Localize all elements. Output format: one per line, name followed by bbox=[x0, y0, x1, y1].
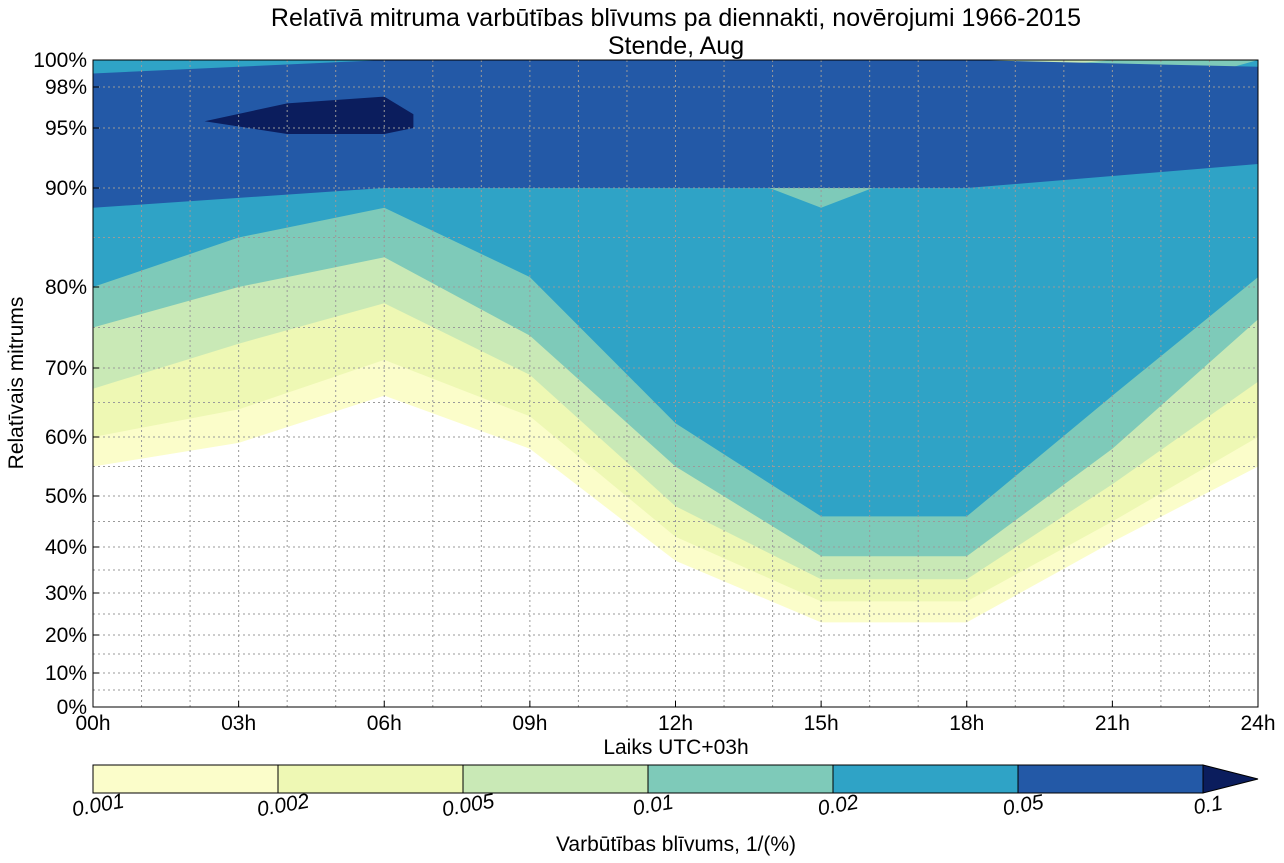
x-tick-label: 24h bbox=[1240, 712, 1275, 735]
chart-subtitle: Stende, Aug bbox=[608, 32, 744, 60]
x-tick-label: 00h bbox=[75, 712, 110, 735]
colorbar-tick-label: 0.005 bbox=[440, 790, 496, 822]
colorbar-segment bbox=[462, 764, 649, 794]
y-tick-label: 100% bbox=[33, 49, 87, 72]
x-tick-label: 06h bbox=[367, 712, 402, 735]
y-tick-label: 50% bbox=[45, 485, 87, 508]
x-axis-label: Laiks UTC+03h bbox=[603, 736, 748, 759]
colorbar-extend-arrow bbox=[1202, 764, 1259, 794]
y-tick-label: 90% bbox=[45, 177, 87, 200]
x-tick-label: 21h bbox=[1095, 712, 1130, 735]
colorbar-segment bbox=[92, 764, 279, 794]
y-tick-label: 0% bbox=[57, 696, 87, 719]
colorbar-tick-label: 0.05 bbox=[1001, 791, 1046, 821]
x-axis: 00h 03h 06h 09h 12h 15h 18h 21h 24h bbox=[75, 701, 1276, 735]
y-tick-label: 98% bbox=[45, 76, 87, 99]
colorbar-label: Varbūtības blīvums, 1/(%) bbox=[556, 833, 796, 856]
colorbar: 0.001 0.002 0.005 0.01 0.02 0.05 0.1 bbox=[70, 764, 1259, 822]
x-tick-label: 18h bbox=[949, 712, 984, 735]
colorbar-tick-label: 0.02 bbox=[816, 791, 861, 821]
colorbar-segment bbox=[832, 764, 1019, 794]
y-tick-label: 80% bbox=[45, 276, 87, 299]
x-tick-label: 15h bbox=[804, 712, 839, 735]
y-tick-label: 10% bbox=[45, 662, 87, 685]
colorbar-tick-label: 0.1 bbox=[1192, 792, 1225, 820]
colorbar-tick-label: 0.01 bbox=[631, 791, 675, 821]
colorbar-tick-label: 0.002 bbox=[255, 790, 311, 822]
x-tick-label: 09h bbox=[512, 712, 547, 735]
y-tick-label: 70% bbox=[45, 357, 87, 380]
x-tick-label: 12h bbox=[658, 712, 693, 735]
y-axis: 0% 10% 20% 30% 40% 50% 60% 70% 80% 90% 95% 98% 100% bbox=[33, 49, 99, 719]
x-tick-label: 03h bbox=[221, 712, 256, 735]
y-tick-label: 95% bbox=[45, 117, 87, 140]
chart-title: Relatīvā mitruma varbūtības blīvums pa d… bbox=[271, 4, 1081, 32]
colorbar-segment bbox=[647, 764, 834, 794]
contour-band-0.1 bbox=[204, 96, 414, 134]
y-tick-label: 30% bbox=[45, 582, 87, 605]
grid bbox=[93, 60, 1258, 707]
y-tick-label: 20% bbox=[45, 624, 87, 647]
colorbar-segment bbox=[277, 764, 464, 794]
colorbar-tick-label: 0.001 bbox=[70, 790, 126, 822]
colorbar-segment bbox=[1017, 764, 1204, 794]
y-tick-label: 40% bbox=[45, 536, 87, 559]
y-axis-label: Relatīvais mitrums bbox=[5, 297, 28, 470]
y-tick-label: 60% bbox=[45, 426, 87, 449]
